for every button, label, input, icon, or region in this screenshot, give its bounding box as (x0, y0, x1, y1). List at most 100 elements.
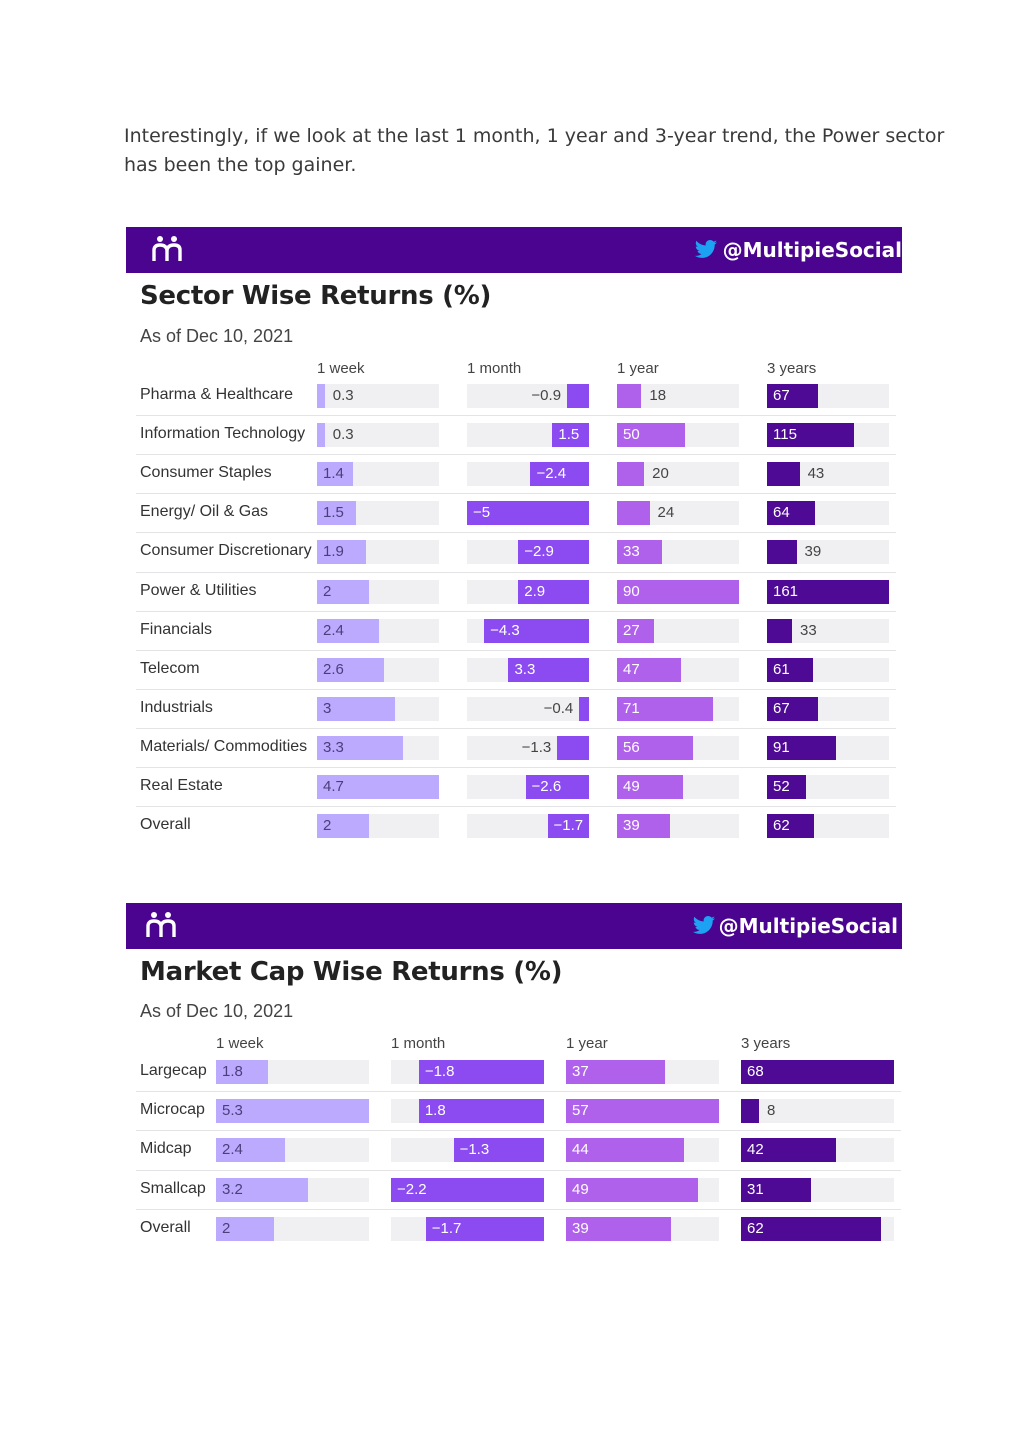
bar-1y-materials-commodities (617, 735, 693, 760)
value-label-1y-industrials: 71 (623, 699, 640, 717)
value-label-1m-microcap: 1.8 (424, 1102, 446, 1120)
bar-track-1m: −1.8 (391, 1060, 544, 1084)
bar-1m-smallcap (391, 1177, 544, 1202)
marketcap-returns-panel: @MultipieSocial Market Cap Wise Returns … (126, 903, 902, 1248)
value-label-1y-consumer-staples: 20 (652, 465, 669, 483)
row-separator (136, 1091, 901, 1093)
value-label-1m-financials: −4.3 (490, 621, 520, 639)
value-label-1m-real-estate: −2.6 (531, 778, 562, 795)
bar-1y-overall (617, 814, 670, 839)
value-label-1m-smallcap: −2.2 (397, 1180, 427, 1198)
bar-1m-pharma-healthcare (567, 384, 589, 408)
bar-1m-overall (547, 814, 589, 839)
bar-3y-industrials (767, 696, 818, 721)
bar-1m-industrials (579, 696, 589, 721)
bar-track-1y: 20 (617, 462, 739, 487)
row-separator (136, 493, 896, 495)
bar-track-1m: −0.9 (467, 384, 589, 408)
bar-1y-smallcap (566, 1177, 698, 1202)
twitter-bird-icon (695, 240, 717, 258)
row-separator (136, 610, 896, 612)
value-label-1w-industrials: 3 (323, 699, 332, 717)
row-separator (136, 806, 896, 808)
bar-track-3y: 68 (741, 1060, 894, 1084)
bar-track-1w: 0.3 (317, 384, 439, 408)
bar-track-1y: 37 (566, 1060, 719, 1084)
bar-track-1m: −2.2 (391, 1177, 544, 1202)
bar-1m-information-technology (552, 423, 589, 448)
bar-track-3y: 52 (767, 775, 889, 799)
bar-1y-pharma-healthcare (617, 384, 642, 408)
row-separator (136, 571, 896, 573)
value-label-1y-smallcap: 49 (572, 1180, 589, 1198)
bar-track-1y: 27 (617, 618, 739, 643)
bar-track-1m: 1.5 (467, 423, 589, 448)
bar-track-1w: 2 (216, 1216, 369, 1241)
bar-1w-microcap (216, 1099, 369, 1124)
bar-track-1m: −1.7 (391, 1216, 544, 1241)
bar-3y-energy-oil-gas (767, 501, 816, 526)
value-label-1w-information-technology: 0.3 (332, 426, 354, 444)
row-label-power-utilities: Power & Utilities (140, 581, 257, 599)
row-separator (136, 727, 896, 729)
value-label-3y-microcap: 8 (767, 1102, 776, 1120)
value-label-3y-power-utilities: 161 (773, 582, 799, 600)
bar-track-1w: 4.7 (317, 775, 439, 799)
bar-track-1w: 1.9 (317, 540, 439, 565)
column-header-1y: 1 year (566, 1035, 608, 1052)
value-label-1m-telecom: 3.3 (514, 660, 536, 678)
column-header-1w: 1 week (216, 1035, 264, 1052)
bar-track-1m: −2.9 (467, 540, 589, 565)
bar-1w-consumer-staples (317, 462, 354, 487)
value-label-3y-largecap: 68 (747, 1063, 764, 1080)
bar-track-1y: 47 (617, 657, 739, 682)
value-label-3y-midcap: 42 (747, 1141, 764, 1159)
column-header-1y: 1 year (617, 360, 659, 377)
bar-1w-power-utilities (317, 579, 369, 604)
bar-1y-power-utilities (617, 579, 739, 604)
bar-1m-materials-commodities (557, 735, 589, 760)
value-label-1m-largecap: −1.8 (424, 1063, 455, 1080)
value-label-1y-telecom: 47 (623, 660, 640, 678)
bar-1y-financials (617, 618, 654, 643)
bar-track-3y: 31 (741, 1177, 894, 1202)
bar-track-1w: 2.4 (317, 618, 439, 643)
twitter-handle: @MultipieSocial (718, 914, 898, 938)
value-label-1y-consumer-discretionary: 33 (623, 543, 640, 561)
bar-1y-midcap (566, 1138, 685, 1163)
row-label-consumer-discretionary: Consumer Discretionary (140, 542, 312, 560)
twitter-handle: @MultipieSocial (722, 238, 902, 262)
value-label-1w-real-estate: 4.7 (323, 778, 344, 795)
bar-1w-overall (216, 1216, 274, 1241)
multipie-logo-icon (146, 912, 176, 937)
bar-track-1y: 50 (617, 423, 739, 448)
row-label-industrials: Industrials (140, 698, 213, 716)
bar-1y-microcap (566, 1099, 719, 1124)
value-label-1m-consumer-discretionary: −2.9 (524, 543, 554, 561)
value-label-1w-largecap: 1.8 (222, 1063, 243, 1080)
row-label-telecom: Telecom (140, 659, 200, 677)
chart-subtitle: As of Dec 10, 2021 (140, 1001, 294, 1021)
bar-track-1m: 2.9 (467, 579, 589, 604)
value-label-3y-consumer-staples: 43 (807, 465, 825, 483)
chart-title: Market Cap Wise Returns (%) (140, 957, 563, 987)
chart-title: Sector Wise Returns (%) (140, 281, 492, 311)
value-label-1y-largecap: 37 (572, 1063, 589, 1080)
brand-banner: @MultipieSocial (126, 903, 902, 949)
row-label-midcap: Midcap (140, 1140, 192, 1158)
value-label-1w-consumer-discretionary: 1.9 (323, 543, 344, 561)
row-label-pharma-healthcare: Pharma & Healthcare (140, 386, 293, 403)
bar-3y-power-utilities (767, 579, 889, 604)
bar-1m-telecom (508, 657, 589, 682)
bar-track-1w: 5.3 (216, 1099, 369, 1124)
value-label-1y-power-utilities: 90 (623, 582, 640, 600)
bar-1w-energy-oil-gas (317, 501, 356, 526)
value-label-3y-overall: 62 (773, 817, 790, 835)
value-label-3y-energy-oil-gas: 64 (773, 504, 790, 522)
bar-track-1m: −1.7 (467, 814, 589, 839)
value-label-1y-information-technology: 50 (623, 426, 640, 444)
value-label-1m-information-technology: 1.5 (558, 426, 580, 444)
bar-track-1y: 90 (617, 579, 739, 604)
bar-1w-industrials (317, 696, 395, 721)
bar-1m-microcap (418, 1099, 544, 1124)
